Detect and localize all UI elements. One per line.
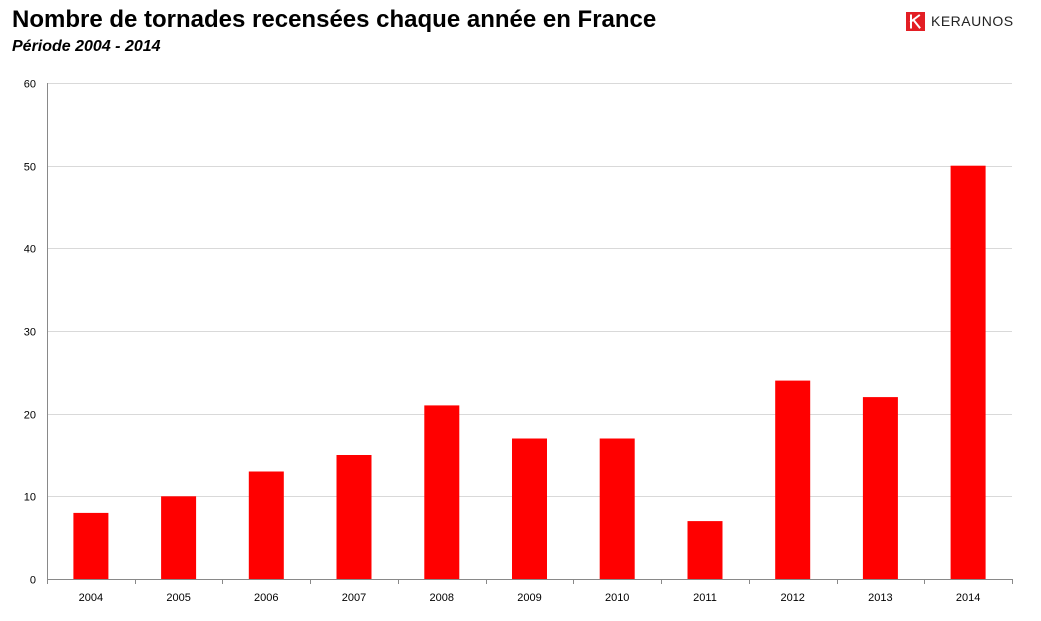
bar-2008 (424, 405, 460, 579)
y-tick-label: 0 (30, 575, 36, 587)
bar-2006 (248, 471, 284, 579)
bars (73, 165, 986, 579)
grid-lines (47, 83, 1012, 497)
x-tick-label: 2009 (517, 592, 541, 604)
y-tick-labels: 0 10 20 30 40 50 60 (24, 79, 36, 587)
x-tick-label: 2007 (342, 592, 366, 604)
bar-2007 (336, 455, 372, 579)
y-tick-label: 40 (24, 244, 36, 256)
x-tick-label: 2008 (430, 592, 454, 604)
bar-2004 (73, 512, 109, 579)
brand-logo: KERAUNOS (906, 10, 1014, 32)
x-tick-labels: 2004 2005 2006 2007 2008 2009 2010 2011 2012 2013… (79, 592, 981, 604)
x-tick-label: 2010 (605, 592, 629, 604)
axes (47, 83, 1013, 584)
bar-2013 (862, 397, 898, 579)
chart-title: Nombre de tornades recensées chaque anné… (12, 6, 657, 33)
bar-2011 (687, 521, 723, 579)
y-tick-label: 50 (24, 162, 36, 174)
x-tick-label: 2006 (254, 592, 278, 604)
x-tick-label: 2012 (780, 592, 804, 604)
y-tick-label: 10 (24, 492, 36, 504)
y-tick-label: 20 (24, 410, 36, 422)
bar-2010 (599, 438, 635, 579)
bar-2012 (775, 380, 811, 579)
brand-name: KERAUNOS (931, 13, 1014, 29)
x-tick-label: 2005 (166, 592, 190, 604)
x-tick-label: 2013 (868, 592, 892, 604)
bar-2014 (950, 165, 986, 579)
keraunos-k-logo-icon (906, 11, 925, 31)
y-tick-label: 60 (24, 79, 36, 91)
x-tick-label: 2011 (693, 592, 717, 604)
y-tick-label: 30 (24, 327, 36, 339)
bar-2009 (512, 438, 547, 579)
bar-2005 (161, 496, 197, 579)
x-tick-label: 2014 (956, 592, 980, 604)
chart-subtitle: Période 2004 - 2014 (12, 38, 161, 55)
x-tick-label: 2004 (79, 592, 103, 604)
